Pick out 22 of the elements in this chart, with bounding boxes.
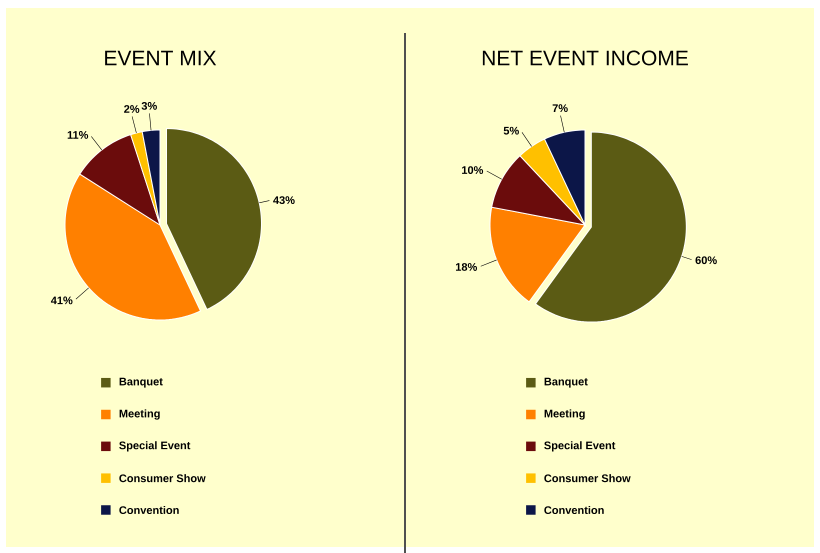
data-label: 2% bbox=[124, 105, 140, 113]
chart-title: NET EVENT INCOME bbox=[482, 50, 688, 66]
data-label: 3% bbox=[142, 102, 157, 110]
data-label: 43% bbox=[273, 196, 295, 204]
legend-label: Convention bbox=[544, 506, 604, 514]
legend-label: Banquet bbox=[544, 378, 588, 388]
chart-title: EVENT MIX bbox=[105, 50, 216, 66]
data-label: 11% bbox=[68, 131, 88, 139]
legend-label: Meeting bbox=[544, 409, 585, 420]
data-label: 18% bbox=[456, 263, 478, 271]
data-label: 10% bbox=[462, 166, 484, 174]
data-label: 60% bbox=[696, 256, 717, 264]
legend-label: Banquet bbox=[120, 378, 163, 388]
legend-label: Consumer Show bbox=[119, 474, 206, 482]
data-label: 5% bbox=[504, 126, 519, 135]
legend-label: Special Event bbox=[544, 441, 616, 452]
legend-label: Convention bbox=[119, 506, 179, 514]
legend-label: Consumer Show bbox=[544, 474, 631, 482]
data-label: 41% bbox=[50, 296, 72, 304]
legend-label: Special Event bbox=[119, 441, 190, 452]
legend-label: Meeting bbox=[120, 409, 160, 420]
data-label: 7% bbox=[552, 104, 568, 112]
